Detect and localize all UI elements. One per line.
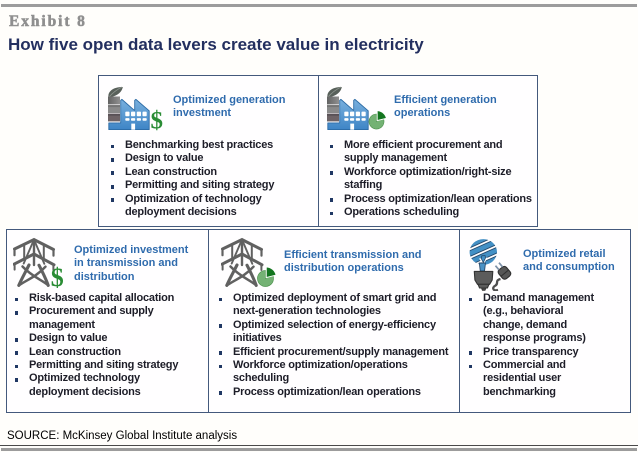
svg-text:$: $ (151, 108, 164, 131)
svg-text:$: $ (51, 263, 64, 290)
